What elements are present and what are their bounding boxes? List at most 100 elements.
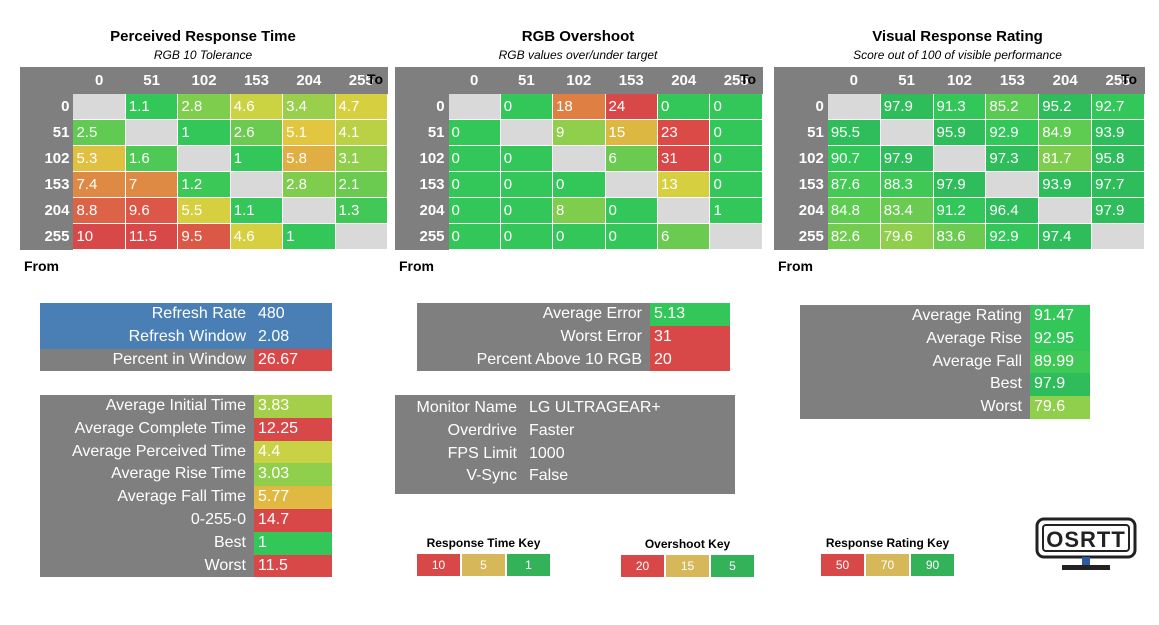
column-header: 102 [177,67,231,94]
heatmap-cell: 0 [499,145,554,172]
from-label: From [778,258,813,274]
heatmap-cell: 2.8 [282,171,336,198]
column-header: 153 [985,67,1040,94]
heatmap-row: 102 0 0 6 31 0 [395,145,763,172]
heatmap-cell: 0 [499,171,554,198]
row-header: 0 [774,93,828,120]
stat-label: Monitor Name [395,397,525,420]
stat-row: V-Sync False [395,465,735,489]
panel-perceived-response-time: Perceived Response Time RGB 10 Tolerance… [18,26,389,276]
column-header: 51 [124,67,179,94]
heatmap-cell: 3.4 [282,93,336,120]
heatmap-cell: 0 [552,223,606,250]
stat-value: LG ULTRAGEAR+ [525,397,735,420]
key-cells: 20 15 5 [620,554,755,578]
stat-label: Percent Above 10 RGB [417,348,650,372]
heatmap-row: 51 2.5 1 2.6 5.1 4.1 [19,119,389,146]
key-cell: 20 [620,554,665,578]
stat-label: Best [800,373,1030,397]
heatmap-cell-empty [826,93,881,120]
heatmap-cell: 0 [447,145,501,172]
heatmap-table: 0 51 102 153 204 255 0 1.1 2.8 4.6 3.4 4.7 51 2.5 1 2.6… [19,67,389,250]
stat-label: Average Rating [800,305,1030,328]
stat-value: 31 [650,325,730,349]
column-header: 204 [282,67,336,94]
heatmap-cell: 0 [709,171,763,198]
heatmap-cell-empty [177,145,231,172]
stat-value: 5.13 [650,303,730,326]
row-header: 51 [774,119,828,146]
heatmap-cell: 83.6 [932,223,987,250]
heatmap-cell: 92.7 [1091,93,1145,120]
chart-title: RGB Overshoot [521,28,635,45]
heatmap-cell: 3.1 [334,145,389,172]
stat-row: Average Perceived Time 4.4 [40,440,332,464]
heatmap-cell: 5.1 [282,119,336,146]
stat-row: Worst Error 31 [417,325,730,349]
row-header: 255 [774,223,828,250]
heatmap-cell: 1 [177,119,231,146]
heatmap-cell: 31 [656,145,711,172]
heatmap-row: 0 97.9 91.3 85.2 95.2 92.7 [774,93,1145,120]
heatmap-cell: 95.8 [1091,145,1145,172]
stat-value: 89.99 [1030,350,1090,374]
heatmap-cell: 11.5 [124,223,179,250]
row-header: 0 [19,93,74,120]
heatmap-row: 255 0 0 0 0 6 [395,223,763,250]
stat-row: Percent Above 10 RGB 20 [417,348,730,372]
stat-label: Percent in Window [40,348,254,372]
key-cells: 50 70 90 [820,553,955,577]
heatmap-cell: 97.9 [1091,197,1145,224]
heatmap-cell-empty [282,197,336,224]
stat-row: Percent in Window 26.67 [40,348,332,372]
stat-label: Best [40,531,254,555]
heatmap-cell: 93.9 [1091,119,1145,146]
heatmap-cell: 0 [552,171,606,198]
heatmap-cell: 5.8 [282,145,336,172]
to-label: To [367,71,384,87]
heatmap-cell: 1.6 [124,145,179,172]
heatmap-row: 153 7.4 7 1.2 2.8 2.1 [19,171,389,198]
to-label: To [1121,71,1138,87]
heatmap-cell: 0 [656,93,711,120]
row-header: 204 [19,197,74,224]
heatmap-cell: 2.6 [229,119,284,146]
stat-label: FPS Limit [395,442,525,466]
to-label: To [740,71,757,87]
stat-value: 97.9 [1030,373,1090,397]
key-cell: 1 [506,553,551,577]
heatmap-cell: 1 [282,223,336,250]
heatmap-cell: 85.2 [985,93,1040,120]
heatmap-row: 0 1.1 2.8 4.6 3.4 4.7 [19,93,389,120]
heatmap-row: 51 0 9 15 23 0 [395,119,763,146]
heatmap-row: 204 8.8 9.6 5.5 1.1 1.3 [19,197,389,224]
row-header: 153 [395,171,449,198]
heatmap-header-row: 0 51 102 153 204 255 [395,67,763,94]
row-header: 51 [19,119,74,146]
stat-row: Refresh Window 2.08 [40,325,332,349]
stat-value: 3.03 [254,463,332,487]
heatmap-cell-empty [656,197,711,224]
column-header: 0 [72,67,126,94]
row-header: 102 [774,145,828,172]
heatmap-cell: 23 [656,119,711,146]
heatmap-cell-empty [604,171,658,198]
from-label: From [24,258,59,274]
heatmap-cell: 7 [124,171,179,198]
row-header: 153 [774,171,828,198]
stat-value: 11.5 [254,554,332,578]
stat-row: Best 1 [40,531,332,555]
heatmap-cell: 0 [447,119,501,146]
stat-label: 0-255-0 [40,508,254,532]
column-header: 204 [656,67,711,94]
overshoot-stats: Average Error 5.13 Worst Error 31 Percent Ab… [417,303,730,372]
heatmap-cell: 5.5 [177,197,231,224]
heatmap-cell: 1 [229,145,284,172]
heatmap-cell-empty [229,171,284,198]
stat-label: Average Complete Time [40,417,254,441]
heatmap-cell-empty [932,145,987,172]
stat-row: Average Rise Time 3.03 [40,463,332,487]
heatmap-cell: 10 [72,223,126,250]
heatmap-cell: 84.8 [826,197,881,224]
heatmap-cell: 6 [656,223,711,250]
